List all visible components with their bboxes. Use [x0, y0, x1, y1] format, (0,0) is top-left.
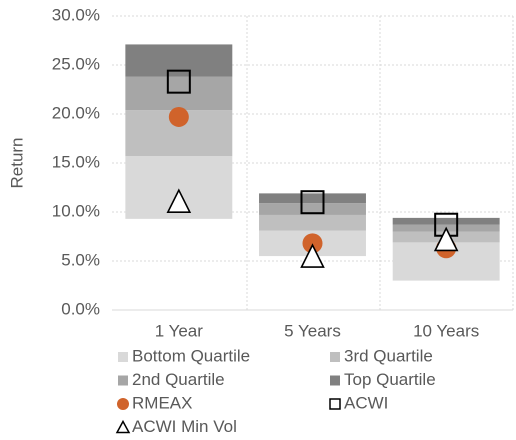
legend-label: ACWI Min Vol	[132, 417, 237, 436]
y-tick-label: 20.0%	[52, 103, 100, 122]
legend-label: Bottom Quartile	[132, 346, 250, 365]
y-axis-label: Return	[7, 137, 26, 188]
y-tick-label: 15.0%	[52, 152, 100, 171]
quartile-bar	[259, 193, 366, 204]
legend-swatch	[118, 375, 128, 386]
y-tick-label: 30.0%	[52, 5, 100, 24]
acwi-marker	[166, 69, 191, 94]
quartile-bar	[259, 203, 366, 215]
legend-swatch	[330, 375, 340, 386]
min-vol-marker	[433, 226, 459, 252]
y-tick-label: 0.0%	[61, 299, 100, 318]
legend-label: 2nd Quartile	[132, 370, 225, 389]
y-tick-label: 25.0%	[52, 54, 100, 73]
rmeax-marker	[168, 106, 189, 127]
y-tick-label: 10.0%	[52, 201, 100, 220]
legend-label: RMEAX	[132, 393, 192, 412]
quartile-bar	[392, 217, 500, 225]
legend-label: ACWI	[344, 393, 388, 412]
legend-label: 3rd Quartile	[344, 346, 433, 365]
legend-label: Top Quartile	[344, 370, 436, 389]
acwi-marker	[300, 190, 325, 215]
legend-swatch	[117, 398, 129, 410]
x-tick-label: 5 Years	[284, 321, 341, 340]
legend-swatch	[115, 419, 131, 434]
x-tick-label: 10 Years	[413, 321, 479, 340]
legend-swatch	[118, 352, 128, 362]
quartile-bar	[125, 44, 233, 77]
min-vol-marker	[300, 243, 325, 268]
quartile-bar	[259, 214, 366, 231]
legend-swatch	[330, 352, 340, 362]
y-tick-label: 5.0%	[61, 250, 100, 269]
min-vol-marker	[166, 188, 192, 213]
x-tick-label: 1 Year	[155, 321, 204, 340]
legend-swatch	[329, 398, 341, 410]
